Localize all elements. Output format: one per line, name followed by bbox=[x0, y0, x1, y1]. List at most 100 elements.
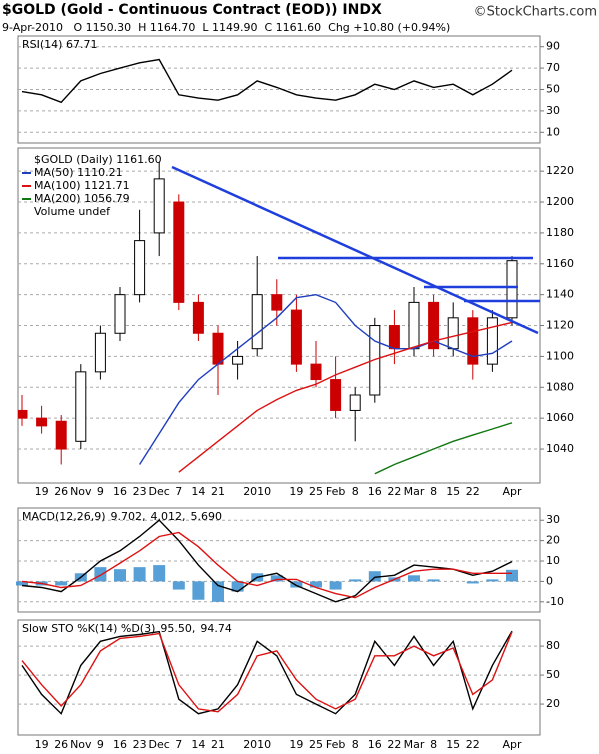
y-tick-label: 90 bbox=[546, 40, 560, 53]
x-tick-label: Dec bbox=[149, 738, 170, 751]
y-tick-label: 30 bbox=[546, 104, 560, 117]
y-tick-label: 1140 bbox=[546, 288, 574, 301]
legend-entry: MA(200) 1056.79 bbox=[34, 192, 130, 205]
trendline bbox=[171, 165, 539, 335]
candle-body bbox=[428, 301, 440, 350]
histogram-bar bbox=[192, 581, 205, 600]
candle-body bbox=[75, 371, 87, 442]
legend-entry: MA(50) 1110.21 bbox=[34, 166, 123, 179]
candle-body bbox=[349, 394, 361, 411]
histogram-bar bbox=[231, 581, 244, 592]
x-tick-label: 9 bbox=[97, 485, 104, 498]
x-tick-label: 15 bbox=[446, 485, 460, 498]
x-tick-label: 16 bbox=[113, 485, 127, 498]
histogram-bar bbox=[290, 581, 303, 588]
histogram-bar bbox=[506, 569, 518, 582]
candle-body bbox=[192, 301, 204, 334]
x-tick-label: 19 bbox=[35, 485, 49, 498]
y-tick-label: 20 bbox=[546, 534, 560, 547]
histogram-bar bbox=[329, 581, 342, 590]
histogram-bar bbox=[133, 567, 146, 582]
candle-body bbox=[251, 294, 263, 350]
series-line bbox=[139, 293, 513, 465]
series-line bbox=[178, 321, 513, 473]
y-tick-label: 80 bbox=[546, 639, 560, 652]
x-tick-label: 2010 bbox=[243, 485, 271, 498]
x-tick-label: Mar bbox=[404, 738, 425, 751]
x-tick-label: Apr bbox=[502, 485, 522, 498]
legend-entry: RSI(14) 67.71 bbox=[22, 38, 97, 51]
y-tick-label: 50 bbox=[546, 668, 560, 681]
x-tick-label: 15 bbox=[446, 738, 460, 751]
series-line bbox=[21, 519, 513, 603]
candle-body bbox=[114, 294, 126, 334]
candle-body bbox=[55, 420, 67, 450]
candle-body bbox=[153, 178, 165, 234]
histogram-bar bbox=[114, 569, 126, 582]
legend-entry: MA(100) 1121.71 bbox=[34, 179, 130, 192]
legend-entry: Slow STO %K(14) %D(3) bbox=[22, 622, 155, 635]
histogram-bar bbox=[368, 571, 381, 582]
x-tick-label: Feb bbox=[326, 738, 345, 751]
x-tick-label: 16 bbox=[113, 738, 127, 751]
y-tick-label: 1160 bbox=[546, 257, 574, 270]
candle-body bbox=[467, 317, 479, 365]
x-tick-label: 8 bbox=[430, 738, 437, 751]
candle-body bbox=[232, 355, 244, 365]
x-tick-label: Dec bbox=[149, 485, 170, 498]
x-tick-label: Nov bbox=[70, 485, 92, 498]
histogram-bar bbox=[212, 581, 224, 602]
series-line bbox=[21, 631, 513, 713]
legend-entry: 95.50, bbox=[160, 622, 195, 635]
x-tick-label: 21 bbox=[211, 738, 225, 751]
legend-entry: 4.012, bbox=[151, 510, 186, 523]
x-tick-label: 8 bbox=[352, 738, 359, 751]
x-tick-label: 21 bbox=[211, 485, 225, 498]
y-tick-label: 0 bbox=[546, 574, 553, 587]
candle-body bbox=[36, 417, 48, 427]
legend-entry: 94.74 bbox=[200, 622, 232, 635]
x-tick-label: 22 bbox=[387, 485, 401, 498]
sto-frame bbox=[17, 619, 541, 736]
candle-body bbox=[447, 317, 459, 350]
x-tick-label: 19 bbox=[35, 738, 49, 751]
histogram-bar bbox=[16, 581, 28, 586]
candle-body bbox=[486, 317, 498, 365]
histogram-bar bbox=[270, 575, 283, 582]
y-tick-label: 1100 bbox=[546, 349, 574, 362]
y-tick-label: 1200 bbox=[546, 195, 574, 208]
x-tick-label: 7 bbox=[175, 485, 182, 498]
candle-body bbox=[290, 309, 302, 365]
x-tick-label: 7 bbox=[175, 738, 182, 751]
x-tick-label: 23 bbox=[133, 738, 147, 751]
series-line bbox=[21, 531, 512, 599]
histogram-bar bbox=[310, 581, 322, 588]
histogram-bar bbox=[466, 581, 479, 584]
histogram-bar bbox=[172, 581, 185, 590]
candle-body bbox=[408, 301, 420, 350]
legend-title: $GOLD (Daily) 1161.60 bbox=[34, 153, 162, 166]
candle-body bbox=[94, 332, 106, 373]
histogram-bar bbox=[408, 575, 420, 582]
y-tick-label: 1220 bbox=[546, 164, 574, 177]
x-tick-label: 16 bbox=[368, 485, 382, 498]
x-tick-label: Nov bbox=[70, 738, 92, 751]
macd-frame bbox=[17, 507, 541, 613]
x-tick-label: 19 bbox=[289, 738, 303, 751]
x-tick-label: 23 bbox=[133, 485, 147, 498]
x-tick-label: 2010 bbox=[243, 738, 271, 751]
series-line bbox=[21, 58, 513, 104]
x-tick-label: 22 bbox=[466, 485, 480, 498]
y-tick-label: 1080 bbox=[546, 380, 574, 393]
y-tick-label: 10 bbox=[546, 554, 560, 567]
legend-entry: Volume undef bbox=[34, 205, 111, 218]
histogram-bar bbox=[349, 579, 362, 582]
y-tick-label: 1040 bbox=[546, 442, 574, 455]
chart-title: $GOLD (Gold - Continuous Contract (EOD))… bbox=[2, 2, 382, 18]
candle-body bbox=[173, 201, 185, 303]
trendlines bbox=[171, 165, 540, 335]
x-tick-label: 8 bbox=[430, 485, 437, 498]
histogram-bar bbox=[427, 579, 440, 582]
